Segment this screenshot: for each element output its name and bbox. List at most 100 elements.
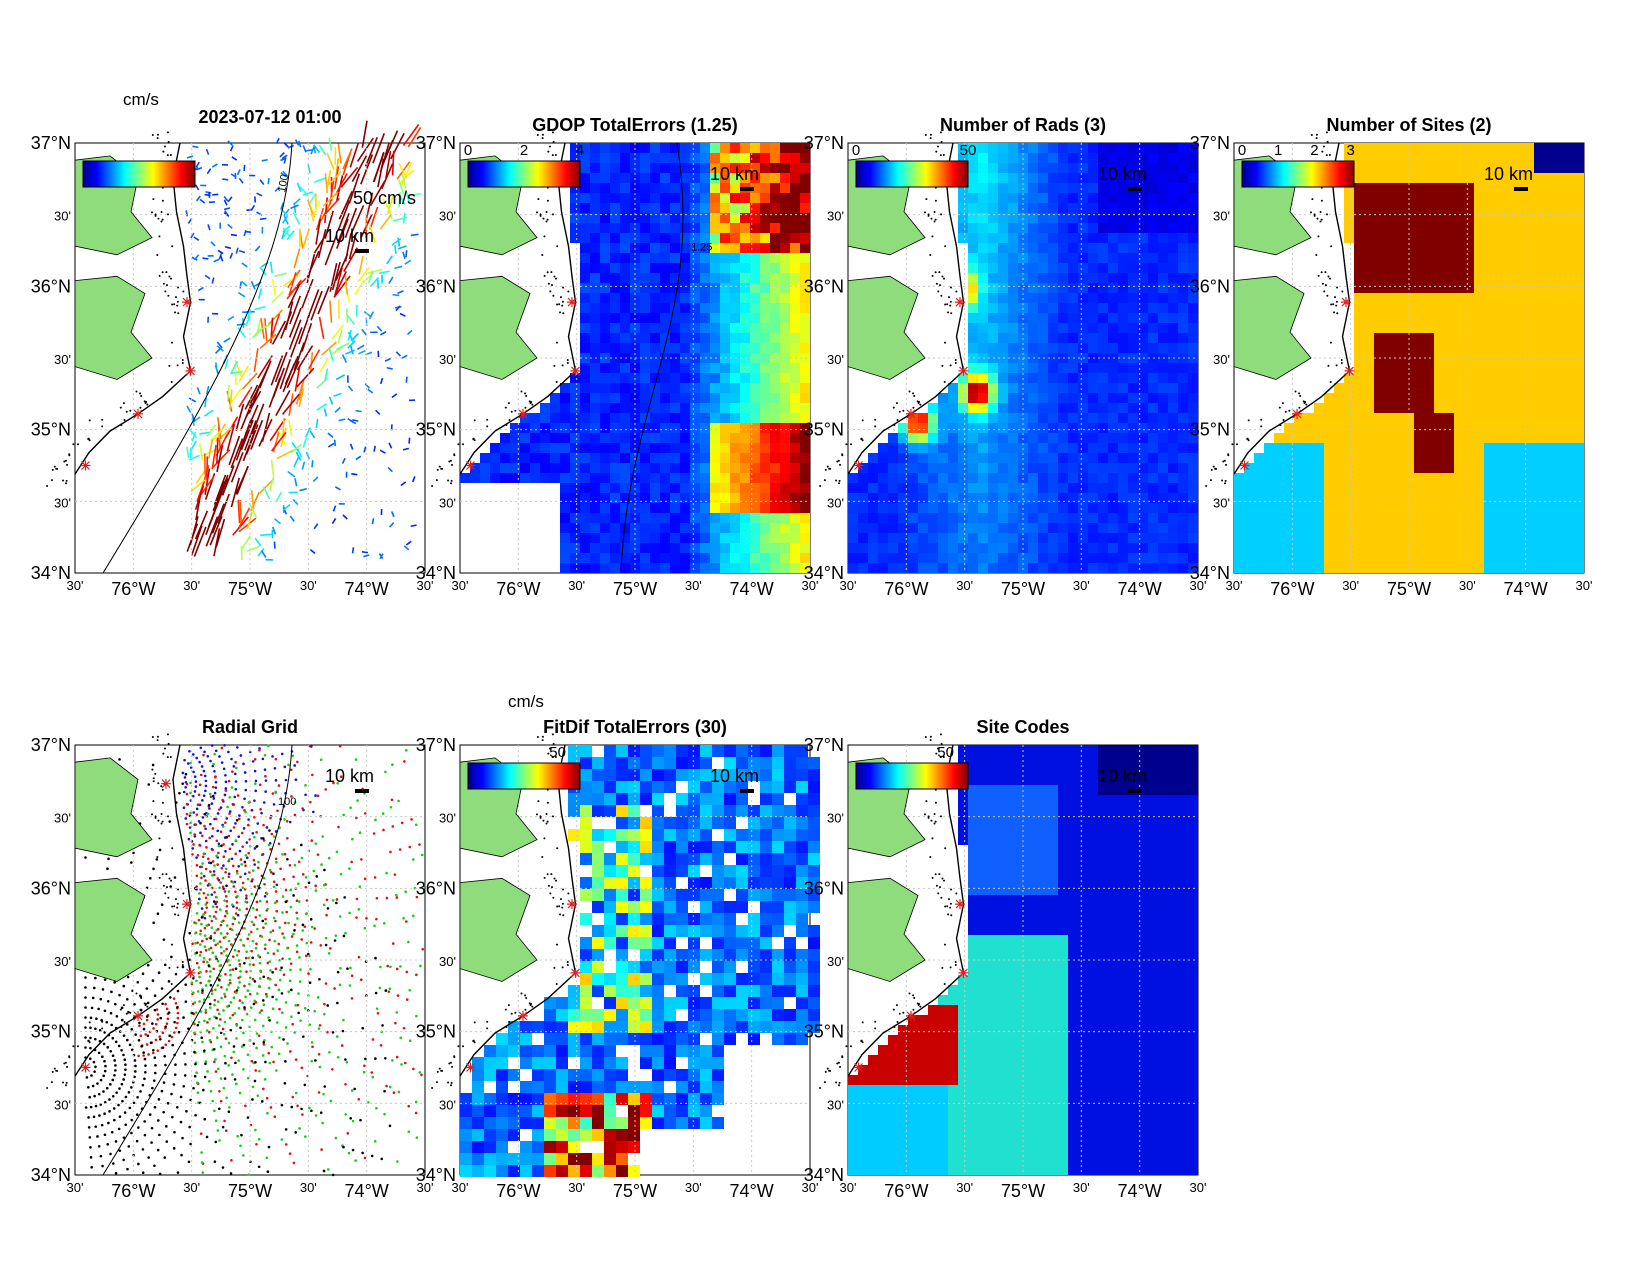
heat-cell xyxy=(978,433,988,443)
heat-cell xyxy=(580,543,590,553)
coast-dot xyxy=(1209,479,1212,482)
heat-cell xyxy=(1534,253,1544,263)
heat-cell xyxy=(1244,473,1254,483)
heat-cell xyxy=(1544,433,1554,443)
heat-cell xyxy=(1534,363,1544,373)
radial-grid-point xyxy=(184,817,188,820)
current-vector xyxy=(282,503,291,511)
radial-grid-point xyxy=(226,932,229,935)
coast-dot xyxy=(1315,133,1318,136)
heat-cell xyxy=(1554,553,1564,563)
heat-cell xyxy=(550,433,560,443)
heat-cell xyxy=(780,393,790,403)
heat-cell xyxy=(700,443,710,453)
current-vector xyxy=(405,250,408,258)
heat-cell xyxy=(1334,483,1344,493)
heat-cell xyxy=(1128,193,1138,203)
coast-dot xyxy=(520,390,523,393)
heat-cell xyxy=(770,553,780,563)
current-vector xyxy=(304,149,313,152)
radial-grid-point xyxy=(273,766,277,770)
heat-cell xyxy=(1008,363,1018,373)
heat-cell xyxy=(1354,433,1364,443)
heat-cell xyxy=(1088,473,1098,483)
heat-cell xyxy=(1394,443,1404,453)
heat-cell xyxy=(1038,343,1048,353)
heat-cell xyxy=(1128,403,1138,413)
lat-tick-label: 36°N xyxy=(31,276,71,296)
coast-dot xyxy=(1325,213,1328,216)
heat-cell xyxy=(998,563,1008,573)
radial-grid-point xyxy=(214,780,218,784)
heat-cell xyxy=(710,473,720,483)
heat-cell xyxy=(640,193,650,203)
heat-cell xyxy=(610,183,620,193)
heat-cell xyxy=(1038,233,1048,243)
heat-cell xyxy=(710,553,720,563)
radial-grid-point xyxy=(272,952,276,956)
heat-cell xyxy=(998,193,1008,203)
heat-cell xyxy=(1414,243,1424,253)
heat-cell xyxy=(1474,293,1484,303)
heat-cell xyxy=(998,323,1008,333)
heat-cell xyxy=(1008,463,1018,473)
heat-cell xyxy=(580,483,590,493)
heat-cell xyxy=(1058,143,1068,153)
heat-cell xyxy=(878,493,888,503)
current-vector xyxy=(279,152,285,158)
heat-cell xyxy=(1454,293,1464,303)
heat-cell xyxy=(1098,393,1108,403)
heat-cell xyxy=(1384,383,1394,393)
heat-cell xyxy=(720,153,730,163)
heat-cell xyxy=(690,403,700,413)
heat-cell xyxy=(1514,263,1524,273)
heat-cell xyxy=(1138,273,1148,283)
heat-cell xyxy=(908,513,918,523)
radial-grid-point xyxy=(191,794,195,798)
heat-cell xyxy=(780,463,790,473)
heat-cell xyxy=(1078,283,1088,293)
heat-cell xyxy=(1464,563,1474,573)
radial-grid-point xyxy=(204,1011,208,1014)
heat-cell xyxy=(1098,183,1108,193)
coast-dot xyxy=(839,463,842,466)
heat-cell xyxy=(1098,203,1108,213)
heat-cell xyxy=(1038,283,1048,293)
coast-dot xyxy=(135,390,138,393)
coast-dot xyxy=(1341,290,1344,293)
current-vector xyxy=(379,449,386,454)
heat-cell xyxy=(790,393,800,403)
current-vector xyxy=(217,249,224,255)
heat-cell xyxy=(1524,243,1534,253)
heat-cell xyxy=(1078,323,1088,333)
heat-cell xyxy=(978,153,988,163)
heat-cell xyxy=(710,513,720,523)
current-vector xyxy=(239,499,242,523)
heat-cell xyxy=(928,423,938,433)
heat-cell xyxy=(1098,313,1108,323)
coast-dot xyxy=(473,419,476,422)
heat-cell xyxy=(1048,213,1058,223)
coast-dot xyxy=(919,403,922,406)
coast-dot xyxy=(170,380,173,383)
current-vector xyxy=(329,180,335,205)
heat-cell xyxy=(1284,443,1294,453)
heat-cell xyxy=(650,193,660,203)
radial-grid-point xyxy=(217,842,221,846)
heat-cell xyxy=(1424,263,1434,273)
coast-dot xyxy=(547,150,550,153)
heat-cell xyxy=(1434,303,1444,313)
heat-cell xyxy=(1148,413,1158,423)
heat-cell xyxy=(1344,183,1354,193)
current-vector xyxy=(292,498,299,506)
heat-cell xyxy=(670,393,680,403)
current-vector xyxy=(326,152,335,171)
heat-cell xyxy=(720,343,730,353)
heat-cell xyxy=(1158,473,1168,483)
heat-cell xyxy=(1394,543,1404,553)
heat-cell xyxy=(848,483,858,493)
heat-cell xyxy=(938,483,948,493)
heat-cell xyxy=(730,173,740,183)
heat-cell xyxy=(1514,343,1524,353)
heat-cell xyxy=(1394,563,1404,573)
